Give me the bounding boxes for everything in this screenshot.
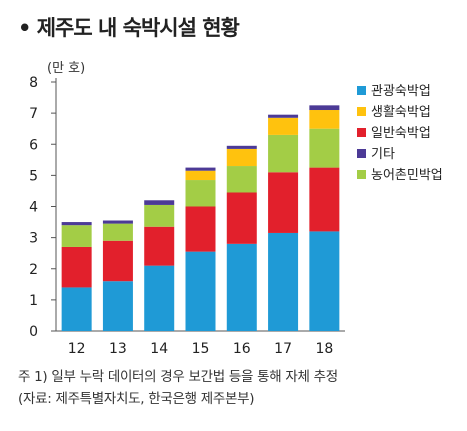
y-tick-label: 1 bbox=[29, 293, 38, 309]
chart-notes: 주 1) 일부 누락 데이터의 경우 보간법 등을 통해 자체 추정 (자료: … bbox=[18, 366, 338, 410]
bar-segment bbox=[61, 287, 92, 331]
y-tick-label: 6 bbox=[29, 137, 38, 153]
bar-segment bbox=[309, 128, 340, 168]
legend-swatch bbox=[357, 170, 366, 179]
x-tick-label: 13 bbox=[109, 341, 127, 357]
bar-segment bbox=[61, 246, 92, 288]
legend-swatch bbox=[357, 128, 366, 137]
bar-segment bbox=[61, 222, 92, 226]
y-tick-label: 7 bbox=[29, 106, 38, 122]
y-tick-label: 3 bbox=[29, 231, 38, 247]
y-tick-label: 5 bbox=[29, 168, 38, 184]
legend-label: 관광숙박업 bbox=[371, 84, 431, 99]
y-tick-label: 2 bbox=[29, 262, 38, 278]
x-tick-label: 12 bbox=[68, 341, 86, 357]
x-tick-label: 14 bbox=[150, 341, 168, 357]
bar-segment bbox=[102, 281, 133, 331]
x-tick-label: 17 bbox=[274, 341, 292, 357]
y-tick-label: 4 bbox=[29, 200, 38, 216]
source-note: (자료: 제주특별자치도, 한국은행 제주본부) bbox=[18, 391, 255, 407]
bar-segment bbox=[61, 225, 92, 247]
bar-segment bbox=[226, 148, 257, 167]
bar-segment bbox=[144, 226, 175, 266]
bar-segment bbox=[226, 192, 257, 244]
y-tick-label: 0 bbox=[29, 324, 38, 340]
bar-segment bbox=[144, 265, 175, 331]
legend-label: 일반숙박업 bbox=[371, 126, 431, 141]
legend-label: 농어촌민박업 bbox=[371, 168, 443, 183]
bar-segment bbox=[268, 134, 299, 173]
x-tick-label: 15 bbox=[192, 341, 210, 357]
x-tick-label: 16 bbox=[233, 341, 251, 357]
bar-segment bbox=[102, 240, 133, 282]
bar-segment bbox=[226, 243, 257, 331]
y-unit-label: (만 호) bbox=[47, 61, 85, 76]
x-tick-label: 18 bbox=[315, 341, 333, 357]
legend-label: 생활숙박업 bbox=[371, 105, 431, 120]
bar-segment bbox=[309, 110, 340, 129]
chart-title: • 제주도 내 숙박시설 현황 bbox=[18, 16, 240, 40]
bar-segment bbox=[144, 200, 175, 205]
legend-swatch bbox=[357, 107, 366, 116]
bar-segment bbox=[268, 117, 299, 135]
bar-segment bbox=[144, 204, 175, 227]
bar-segment bbox=[102, 220, 133, 224]
bar-segment bbox=[268, 232, 299, 331]
y-tick-label: 8 bbox=[29, 75, 38, 91]
bar-segment bbox=[268, 114, 299, 118]
bar-segment bbox=[185, 251, 216, 331]
footnote: 주 1) 일부 누락 데이터의 경우 보간법 등을 통해 자체 추정 bbox=[18, 369, 338, 385]
bar-segment bbox=[226, 166, 257, 193]
bar-segment bbox=[268, 172, 299, 233]
bar-segment bbox=[185, 206, 216, 252]
bar-segment bbox=[102, 223, 133, 241]
bar-segment bbox=[309, 105, 340, 111]
legend-swatch bbox=[357, 149, 366, 158]
bar-segment bbox=[309, 231, 340, 331]
bar-segment bbox=[185, 167, 216, 171]
bar-segment bbox=[226, 145, 257, 149]
bar-segment bbox=[185, 180, 216, 207]
bar-segment bbox=[185, 170, 216, 181]
legend-label: 기타 bbox=[371, 147, 395, 162]
bar-segment bbox=[309, 167, 340, 232]
legend-swatch bbox=[357, 86, 366, 95]
